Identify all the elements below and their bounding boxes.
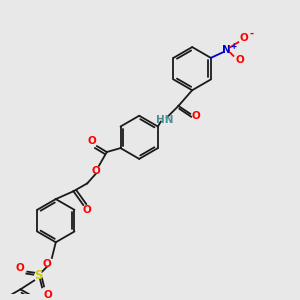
- Text: O: O: [192, 111, 200, 121]
- Text: O: O: [15, 263, 24, 273]
- Text: O: O: [44, 290, 52, 300]
- Text: O: O: [88, 136, 97, 146]
- Text: O: O: [236, 55, 245, 65]
- Text: O: O: [92, 166, 100, 176]
- Text: HN: HN: [156, 115, 173, 125]
- Text: N: N: [222, 45, 231, 55]
- Text: +: +: [230, 42, 236, 51]
- Text: O: O: [43, 259, 51, 269]
- Text: O: O: [240, 33, 249, 43]
- Text: S: S: [34, 269, 42, 282]
- Text: O: O: [83, 205, 92, 215]
- Text: -: -: [250, 28, 254, 38]
